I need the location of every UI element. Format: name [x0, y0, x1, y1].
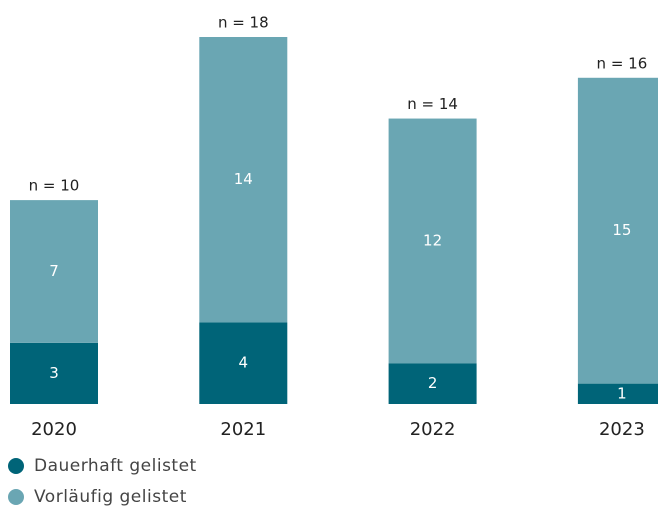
- legend-swatch: [8, 458, 24, 474]
- value-label: 15: [612, 221, 631, 239]
- bar-segment: [388, 118, 477, 364]
- value-label: 7: [49, 262, 59, 280]
- legend-label: Vorläufig gelistet: [34, 487, 187, 507]
- bar-segment: [577, 77, 658, 384]
- total-label: n = 14: [407, 95, 458, 113]
- bar-segment: [577, 383, 658, 404]
- value-label: 14: [234, 170, 253, 188]
- bar-segment: [10, 200, 98, 343]
- x-tick-label: 2023: [599, 419, 645, 440]
- bar-segment: [199, 37, 288, 323]
- value-label: 4: [239, 354, 249, 372]
- bar-segment: [10, 342, 98, 404]
- total-label: n = 16: [597, 54, 648, 72]
- legend-label: Dauerhaft gelistet: [34, 456, 197, 476]
- total-label: n = 10: [29, 177, 80, 195]
- x-tick-label: 2022: [410, 419, 456, 440]
- value-label: 2: [428, 374, 438, 392]
- x-tick-label: 2020: [31, 419, 77, 440]
- bar-segment: [199, 322, 288, 404]
- value-label: 1: [617, 384, 627, 402]
- bar-segment: [388, 363, 477, 404]
- x-tick-label: 2021: [220, 419, 266, 440]
- value-label: 12: [423, 231, 442, 249]
- value-label: 3: [49, 364, 59, 382]
- legend-swatch: [8, 489, 24, 505]
- total-label: n = 18: [218, 14, 269, 32]
